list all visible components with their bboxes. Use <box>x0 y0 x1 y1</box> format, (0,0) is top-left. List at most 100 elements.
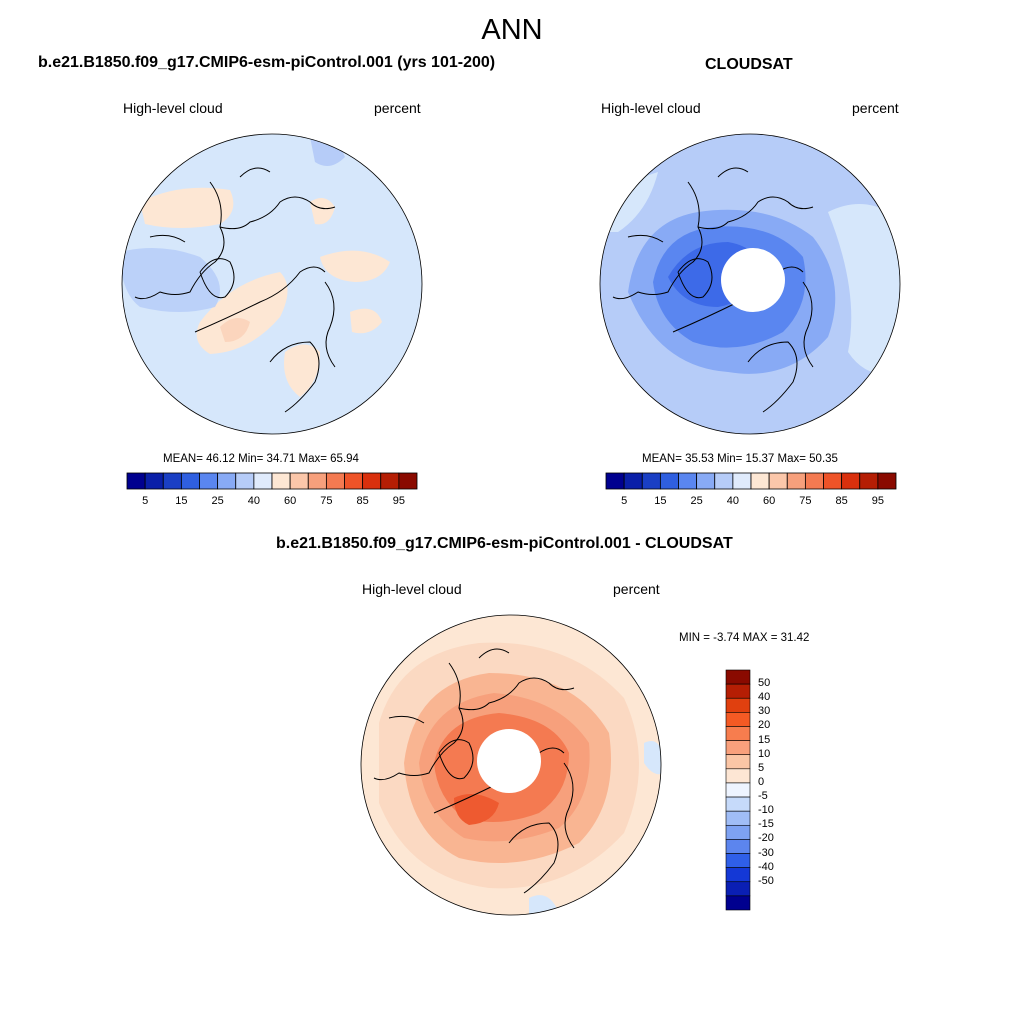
panel1-title: b.e21.B1850.f09_g17.CMIP6-esm-piControl.… <box>38 54 496 71</box>
panel3-colorbar-label: 50 <box>758 677 771 690</box>
panel1-colorbar-swatch <box>162 472 182 490</box>
panel2-colorbar-swatch <box>678 472 698 490</box>
panel1-colorbar-label: 5 <box>142 495 149 507</box>
panel2-colorbar-swatch <box>786 472 806 490</box>
panel1-colorbar-swatch <box>126 472 146 490</box>
panel3-colorbar-label: 20 <box>758 719 771 732</box>
panel3-polar-map <box>360 614 662 916</box>
panel2-colorbar-swatch <box>659 472 679 490</box>
panel1-positive-region <box>196 272 288 354</box>
panel1-colorbar-label: 95 <box>392 495 405 507</box>
panel3-colorbar-swatch <box>725 712 751 727</box>
panel1-statistics: MEAN= 46.12 Min= 34.71 Max= 65.94 <box>163 453 359 465</box>
panel1-positive-region <box>350 308 382 334</box>
panel2-colorbar-swatch <box>804 472 824 490</box>
panel3-colorbar-swatch <box>725 796 751 812</box>
panel3-variable-label: High-level cloud <box>362 581 462 597</box>
panel2-colorbar-swatch <box>696 472 716 490</box>
panel1-colorbar-label: 60 <box>284 495 297 507</box>
panel1-positive-region <box>310 198 335 225</box>
panel1-polar-map <box>121 133 423 435</box>
panel1-units-label: percent <box>374 100 421 116</box>
panel2-colorbar-swatch <box>623 472 643 490</box>
panel3-colorbar-label: 30 <box>758 705 771 718</box>
panel1-colorbar-label: 85 <box>356 495 369 507</box>
panel2-colorbar-label: 75 <box>799 495 812 507</box>
panel3-units-label: percent <box>613 581 660 597</box>
panel2-colorbar-swatch <box>641 472 661 490</box>
panel3-colorbar-swatch <box>725 782 751 798</box>
panel2-colorbar <box>605 472 897 490</box>
panel3-colorbar-swatch <box>725 867 751 883</box>
panel1-colorbar-swatch <box>271 472 291 490</box>
panel2-polar-map <box>599 133 901 435</box>
panel1-colorbar-label: 75 <box>320 495 333 507</box>
panel2-colorbar-label: 95 <box>871 495 884 507</box>
panel1-colorbar-swatch <box>199 472 219 490</box>
panel2-colorbar-swatch <box>750 472 770 490</box>
panel2-colorbar-swatch <box>605 472 625 490</box>
panel3-colorbar-label: -40 <box>758 860 774 873</box>
panel2-colorbar-label: 5 <box>621 495 628 507</box>
panel3-colorbar-label: -30 <box>758 846 774 859</box>
panel2-colorbar-swatch <box>823 472 843 490</box>
panel2-units-label: percent <box>852 100 899 116</box>
panel1-colorbar-label: 25 <box>211 495 224 507</box>
panel3-statistics: MIN = -3.74 MAX = 31.42 <box>679 632 810 644</box>
panel2-title: CLOUDSAT <box>705 56 793 73</box>
panel3-colorbar-label: 40 <box>758 691 771 704</box>
panel3-colorbar-swatch <box>725 768 751 784</box>
panel1-colorbar-swatch <box>180 472 200 490</box>
panel1-colorbar-swatch <box>235 472 255 490</box>
panel3-colorbar-label: -15 <box>758 818 774 831</box>
panel2-statistics: MEAN= 35.53 Min= 15.37 Max= 50.35 <box>642 453 838 465</box>
panel2-colorbar-label: 60 <box>763 495 776 507</box>
panel1-colorbar-swatch <box>398 472 418 490</box>
panel3-colorbar-label: 15 <box>758 733 771 746</box>
panel1-variable-label: High-level cloud <box>123 100 223 116</box>
panel1-positive-region <box>320 250 390 282</box>
panel2-missing-data-hole <box>721 248 785 312</box>
panel2-colorbar-swatch <box>732 472 752 490</box>
panel1-positive-region <box>140 187 234 228</box>
panel3-colorbar-swatch <box>725 810 751 826</box>
panel2-coastlines <box>612 167 814 413</box>
panel3-colorbar-swatch <box>725 697 751 713</box>
panel1-colorbar-labels: 5 15 25 40 60 75 85 95 <box>127 495 417 509</box>
panel2-colorbar-swatch <box>877 472 897 490</box>
panel3-colorbar-label: -20 <box>758 832 774 845</box>
panel1-positive-core <box>220 318 250 342</box>
panel3-colorbar-label: 10 <box>758 747 771 760</box>
panel3-colorbar-swatch <box>725 669 751 685</box>
panel3-colorbar-swatch <box>725 853 751 868</box>
panel1-colorbar-label: 15 <box>175 495 188 507</box>
panel1-colorbar <box>126 472 418 490</box>
panel3-colorbar <box>725 669 751 911</box>
panel2-colorbar-label: 40 <box>726 495 739 507</box>
panel1-colorbar-swatch <box>289 472 309 490</box>
panel3-colorbar-swatch <box>725 683 751 699</box>
panel2-colorbar-label: 15 <box>654 495 667 507</box>
panel1-colorbar-swatch <box>325 472 345 490</box>
panel3-title: b.e21.B1850.f09_g17.CMIP6-esm-piControl.… <box>276 535 733 552</box>
panel3-colorbar-label: 0 <box>758 775 765 788</box>
panel1-colorbar-swatch <box>380 472 400 490</box>
panel3-colorbar-swatch <box>725 740 751 756</box>
panel3-colorbar-swatch <box>725 881 751 897</box>
panel3-colorbar-label: -50 <box>758 874 774 887</box>
panel2-colorbar-swatch <box>714 472 734 490</box>
panel2-variable-label: High-level cloud <box>601 100 701 116</box>
panel1-colorbar-swatch <box>362 472 382 490</box>
panel1-positive-region <box>284 344 320 397</box>
panel1-map-border <box>121 133 423 435</box>
figure-title: ANN <box>481 14 543 46</box>
panel3-colorbar-swatch <box>725 824 751 840</box>
panel3-colorbar-swatch <box>725 895 751 911</box>
panel1-coastlines <box>134 167 336 413</box>
panel3-missing-data-hole <box>477 729 541 793</box>
panel2-map-border <box>599 133 901 435</box>
panel2-colorbar-label: 85 <box>835 495 848 507</box>
panel1-colorbar-swatch <box>217 472 237 490</box>
panel1-colorbar-swatch <box>307 472 327 490</box>
panel1-colorbar-swatch <box>144 472 164 490</box>
